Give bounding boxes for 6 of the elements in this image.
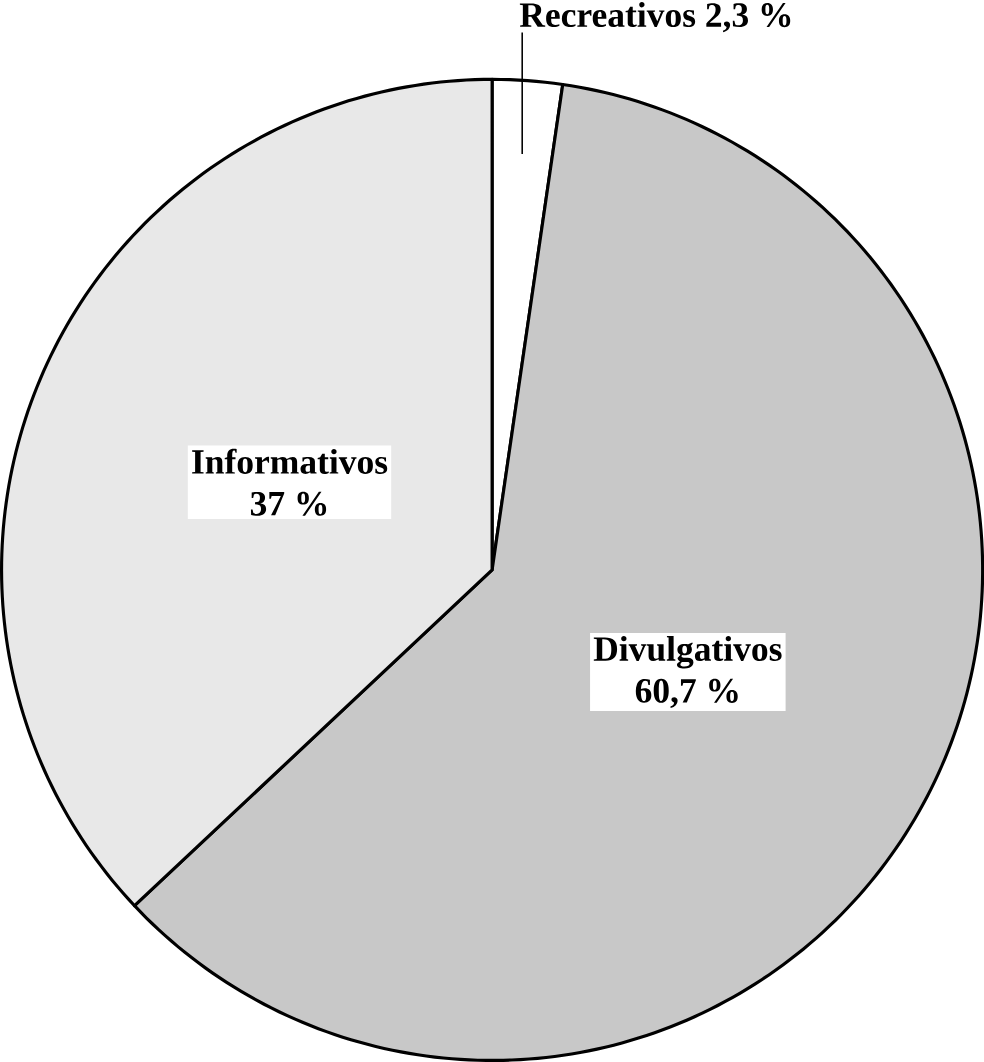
slice-label: Informativos <box>192 448 388 474</box>
data-label: 60,7 % <box>635 678 738 708</box>
slice-label: Recreativos <box>519 2 696 28</box>
data-label: 2,3 % <box>706 3 791 33</box>
data-label: 37 % <box>250 491 327 516</box>
slice-label: Divulgativos <box>593 636 782 669</box>
